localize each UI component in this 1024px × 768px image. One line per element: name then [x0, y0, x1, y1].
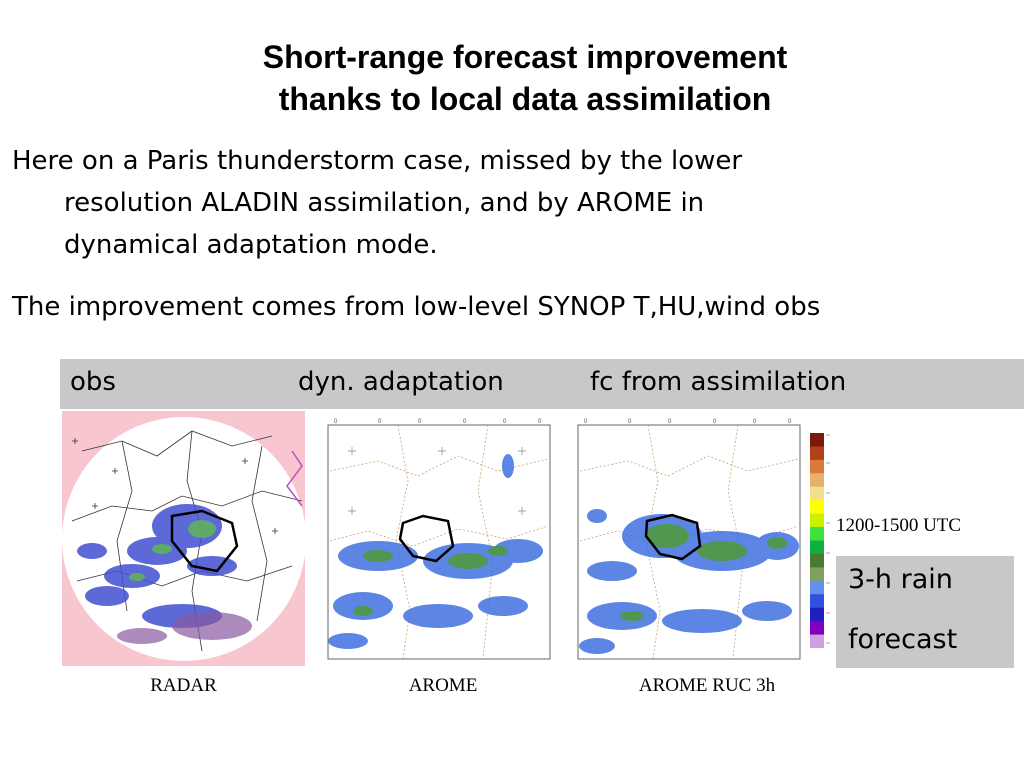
rain-color-scale	[810, 433, 824, 648]
color-swatch	[810, 446, 824, 461]
description-paragraph: Here on a Paris thunderstorm case, misse…	[12, 140, 1012, 266]
rain-label-line-2: forecast	[848, 624, 958, 655]
color-swatch	[810, 500, 824, 515]
color-swatch	[810, 540, 824, 555]
color-swatch	[810, 607, 824, 622]
color-swatch	[810, 513, 824, 528]
title-line-1: Short-range forecast improvement	[262, 39, 788, 75]
panel-header-band: obs dyn. adaptation fc from assimilation	[60, 359, 1024, 409]
slide-title: Short-range forecast improvement thanks …	[0, 36, 1024, 120]
svg-text:0: 0	[668, 419, 672, 425]
color-swatch	[810, 621, 824, 636]
rain-scale-ticks	[826, 434, 830, 644]
color-swatch	[810, 580, 824, 595]
svg-text:0: 0	[334, 419, 338, 425]
improvement-paragraph: The improvement comes from low-level SYN…	[12, 286, 1012, 328]
title-line-2: thanks to local data assimilation	[278, 81, 772, 117]
svg-text:0: 0	[538, 419, 542, 425]
svg-text:0: 0	[463, 419, 467, 425]
color-swatch	[810, 527, 824, 541]
color-swatch	[810, 459, 824, 474]
svg-text:0: 0	[584, 419, 588, 425]
svg-text:0: 0	[788, 419, 792, 425]
color-swatch	[810, 486, 824, 501]
rain-forecast-box: 3-h rain forecast	[836, 556, 1014, 668]
color-swatch	[810, 567, 824, 582]
svg-text:0: 0	[713, 419, 717, 425]
color-swatch	[810, 473, 824, 488]
color-swatch	[810, 553, 824, 568]
radar-caption: RADAR	[150, 675, 217, 696]
time-range-label: 1200-1500 UTC	[836, 515, 962, 536]
obs-label: obs	[70, 367, 116, 397]
svg-text:0: 0	[753, 419, 757, 425]
svg-text:0: 0	[503, 419, 507, 425]
arome-ruc-caption: AROME RUC 3h	[638, 675, 776, 696]
color-swatch	[810, 594, 824, 609]
description-line-1: Here on a Paris thunderstorm case, misse…	[12, 146, 743, 176]
svg-text:0: 0	[378, 419, 382, 425]
description-line-3: dynamical adaptation mode.	[64, 230, 438, 260]
arome-map: 0 0 0 0 0 0	[327, 419, 551, 660]
arome-ruc-map: 0 0 0 0 0 0	[577, 419, 801, 660]
svg-text:0: 0	[628, 419, 632, 425]
improvement-line: The improvement comes from low-level SYN…	[12, 292, 821, 322]
description-line-2: resolution ALADIN assimilation, and by A…	[64, 188, 705, 218]
radar-map	[62, 411, 305, 666]
color-swatch	[810, 634, 824, 648]
arome-caption: AROME	[408, 675, 478, 696]
svg-text:0: 0	[418, 419, 422, 425]
color-swatch	[810, 433, 824, 447]
rain-label-line-1: 3-h rain	[848, 564, 953, 595]
dyn-adaptation-label: dyn. adaptation	[298, 367, 504, 397]
fc-assimilation-label: fc from assimilation	[590, 367, 847, 397]
